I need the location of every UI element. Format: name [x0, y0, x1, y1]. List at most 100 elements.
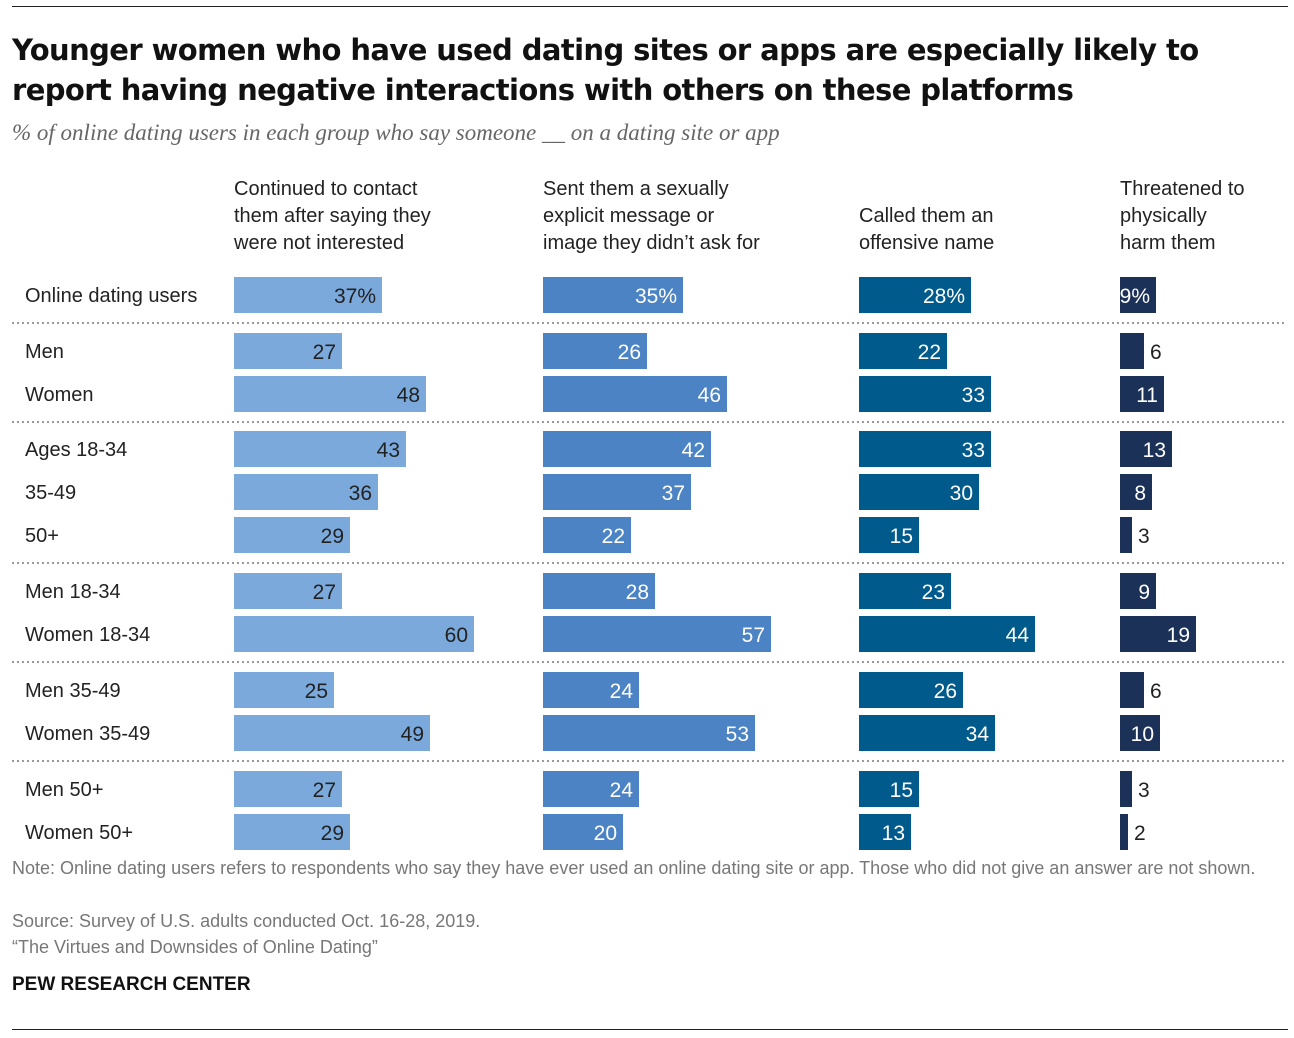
bar: [859, 814, 911, 850]
column-header-line: offensive name: [859, 232, 995, 254]
category-label: 35-49: [25, 482, 76, 504]
category-label: Online dating users: [25, 285, 197, 307]
data-label: 19: [1167, 624, 1190, 647]
bar: [1120, 715, 1160, 751]
data-label: 27: [313, 341, 336, 364]
bar: [1120, 333, 1144, 369]
data-label: 37%: [334, 285, 376, 308]
bar: [234, 573, 342, 609]
bar: [234, 616, 474, 652]
data-label: 33: [962, 384, 985, 407]
data-label: 29: [321, 822, 344, 845]
data-label: 48: [397, 384, 420, 407]
bar: [1120, 771, 1132, 807]
data-label: 13: [882, 822, 905, 845]
bar: [234, 431, 406, 467]
column-header: Continued to contact them after saying th…: [234, 176, 431, 257]
data-label: 6: [1150, 341, 1162, 364]
chart-title: Younger women who have used dating sites…: [12, 33, 1199, 107]
category-label: Men 50+: [25, 779, 103, 801]
data-label: 26: [934, 680, 957, 703]
data-label: 36: [349, 482, 372, 505]
data-label: 24: [610, 779, 634, 802]
data-label: 26: [618, 341, 641, 364]
bar: [859, 771, 919, 807]
category-label: Men: [25, 341, 64, 363]
data-label: 28%: [923, 285, 965, 308]
bar: [543, 376, 727, 412]
column-header: Called them an offensive name: [859, 203, 994, 257]
bar: [234, 814, 350, 850]
data-label: 22: [602, 525, 625, 548]
bar: [859, 616, 1035, 652]
data-label: 10: [1131, 723, 1154, 746]
report-title: “The Virtues and Downsides of Online Dat…: [12, 937, 378, 957]
column-header-line: physically: [1120, 205, 1207, 227]
data-label: 34: [966, 723, 990, 746]
column-header-line: them after saying they: [234, 205, 431, 227]
column-header-line: Called them an: [859, 205, 994, 227]
bar: [1120, 277, 1156, 313]
bar: [859, 474, 979, 510]
column-header-line: Threatened to: [1120, 178, 1245, 200]
bar: [543, 431, 711, 467]
bar: [1120, 616, 1196, 652]
data-label: 28: [626, 581, 649, 604]
data-label: 29: [321, 525, 344, 548]
bar: [234, 715, 430, 751]
data-label: 24: [610, 680, 634, 703]
data-label: 6: [1150, 680, 1162, 703]
data-label: 2: [1134, 822, 1146, 845]
data-label: 22: [918, 341, 941, 364]
bar-chart: Online dating users 37% 35% 28% 9%Men 27 26 22 6…: [12, 277, 1284, 850]
bar: [1120, 431, 1172, 467]
bar: [1120, 517, 1132, 553]
category-label: Women: [25, 384, 94, 406]
data-label: 25: [305, 680, 328, 703]
bar: [543, 474, 691, 510]
bar: [859, 573, 951, 609]
data-label: 49: [401, 723, 424, 746]
data-label: 46: [698, 384, 721, 407]
column-header-line: Sent them a sexually: [543, 178, 729, 200]
bar: [859, 277, 971, 313]
data-label: 13: [1143, 439, 1166, 462]
data-label: 37: [662, 482, 685, 505]
column-header-line: were not interested: [234, 232, 405, 254]
category-label: Ages 18-34: [25, 439, 127, 461]
data-label: 3: [1138, 525, 1150, 548]
data-label: 9%: [1120, 285, 1150, 308]
bar: [859, 376, 991, 412]
bar: [1120, 814, 1128, 850]
data-label: 27: [313, 581, 336, 604]
data-label: 33: [962, 439, 985, 462]
bar: [543, 277, 683, 313]
data-label: 42: [682, 439, 705, 462]
bar: [859, 517, 919, 553]
column-header: Threatened to physically harm them: [1120, 176, 1245, 257]
bar: [859, 672, 963, 708]
data-label: 23: [922, 581, 945, 604]
brand-logo: PEW RESEARCH CENTER: [12, 974, 251, 995]
bar: [859, 715, 995, 751]
category-label: Women 35-49: [25, 723, 150, 745]
bar: [1120, 474, 1152, 510]
data-label: 9: [1138, 581, 1150, 604]
bottom-rule: [12, 1029, 1288, 1030]
bar: [234, 277, 382, 313]
data-label: 11: [1136, 384, 1158, 407]
bar: [1120, 376, 1164, 412]
category-label: Women 18-34: [25, 624, 150, 646]
note: Note: Online dating users refers to resp…: [12, 858, 1256, 878]
column-header-line: explicit message or: [543, 205, 715, 227]
bar: [543, 573, 655, 609]
bar: [543, 672, 639, 708]
bar: [234, 333, 342, 369]
data-label: 53: [726, 723, 749, 746]
bar: [234, 672, 334, 708]
category-label: 50+: [25, 525, 59, 547]
bar: [234, 474, 378, 510]
column-header-line: harm them: [1120, 232, 1216, 254]
data-label: 30: [950, 482, 973, 505]
bar: [543, 715, 755, 751]
